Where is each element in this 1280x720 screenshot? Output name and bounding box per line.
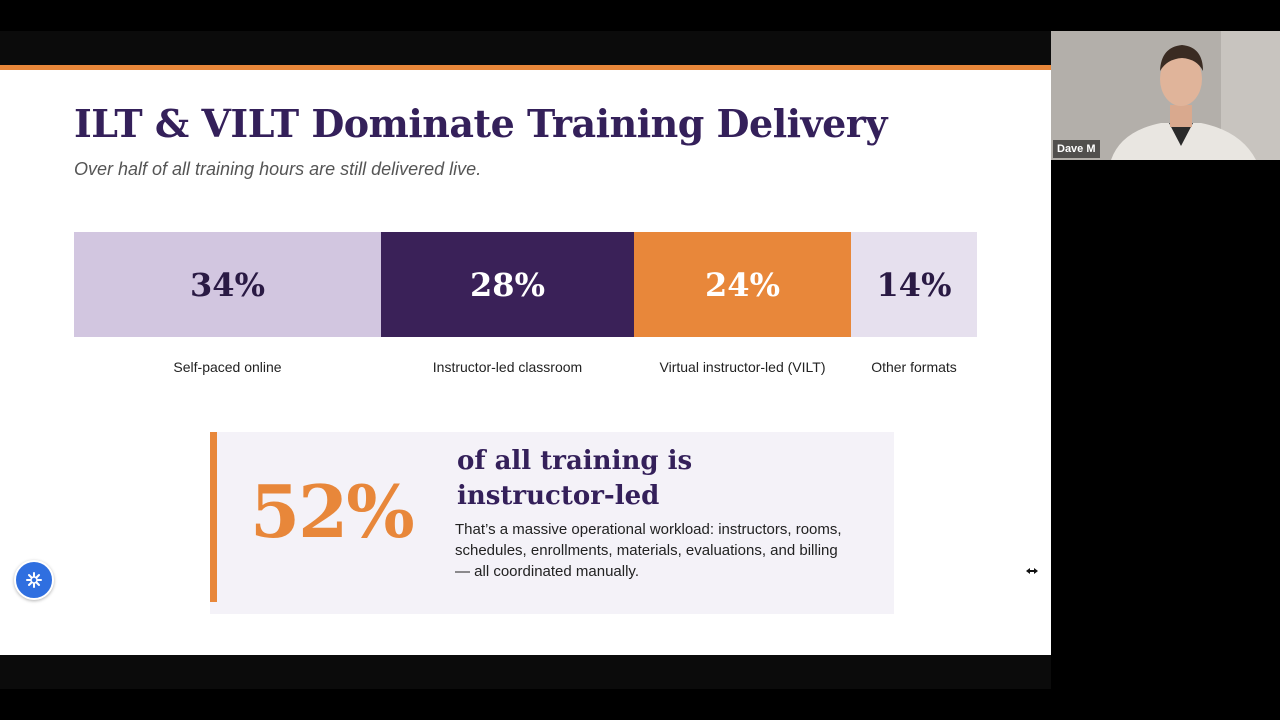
category-label-self-paced: Self-paced online	[173, 359, 282, 375]
slide-title: ILT & VILT Dominate Training Delivery	[74, 101, 887, 146]
bar-segment-other: 14%	[851, 232, 977, 337]
callout-big-stat: 52%	[250, 469, 415, 554]
stat-callout-box: 52% of all training is instructor-led Th…	[210, 432, 894, 614]
participant-video-tile[interactable]: Dave M	[1051, 31, 1280, 160]
participant-name-tag: Dave M	[1053, 140, 1100, 158]
bar-segment-self-paced: 34%	[74, 232, 381, 337]
category-label-other: Other formats	[871, 359, 957, 375]
bar-segment-instructor-led: 28%	[381, 232, 634, 337]
slide-bottom-bar	[0, 655, 1051, 689]
bar-segment-vilt: 24%	[634, 232, 851, 337]
bar-category-labels: Self-paced online Instructor-led classro…	[74, 359, 977, 375]
slide-top-bar	[0, 31, 1051, 65]
slide-subtitle: Over half of all training hours are stil…	[74, 159, 482, 179]
category-label-vilt: Virtual instructor-led (VILT)	[659, 359, 826, 375]
help-button[interactable]	[14, 560, 54, 600]
callout-heading: of all training is instructor-led	[457, 446, 693, 511]
stacked-bar-chart: 34% 28% 24% 14%	[74, 232, 977, 337]
resize-cursor-icon	[1026, 568, 1038, 574]
callout-body-text: That’s a massive operational workload: i…	[455, 521, 842, 580]
presentation-slide: ILT & VILT Dominate Training Delivery Ov…	[0, 31, 1051, 655]
asterisk-icon	[26, 572, 42, 588]
participant-video-feed	[1051, 31, 1280, 160]
callout-accent-rule	[210, 432, 217, 602]
category-label-instructor-led: Instructor-led classroom	[432, 359, 583, 375]
slide-accent-line	[0, 65, 1051, 70]
